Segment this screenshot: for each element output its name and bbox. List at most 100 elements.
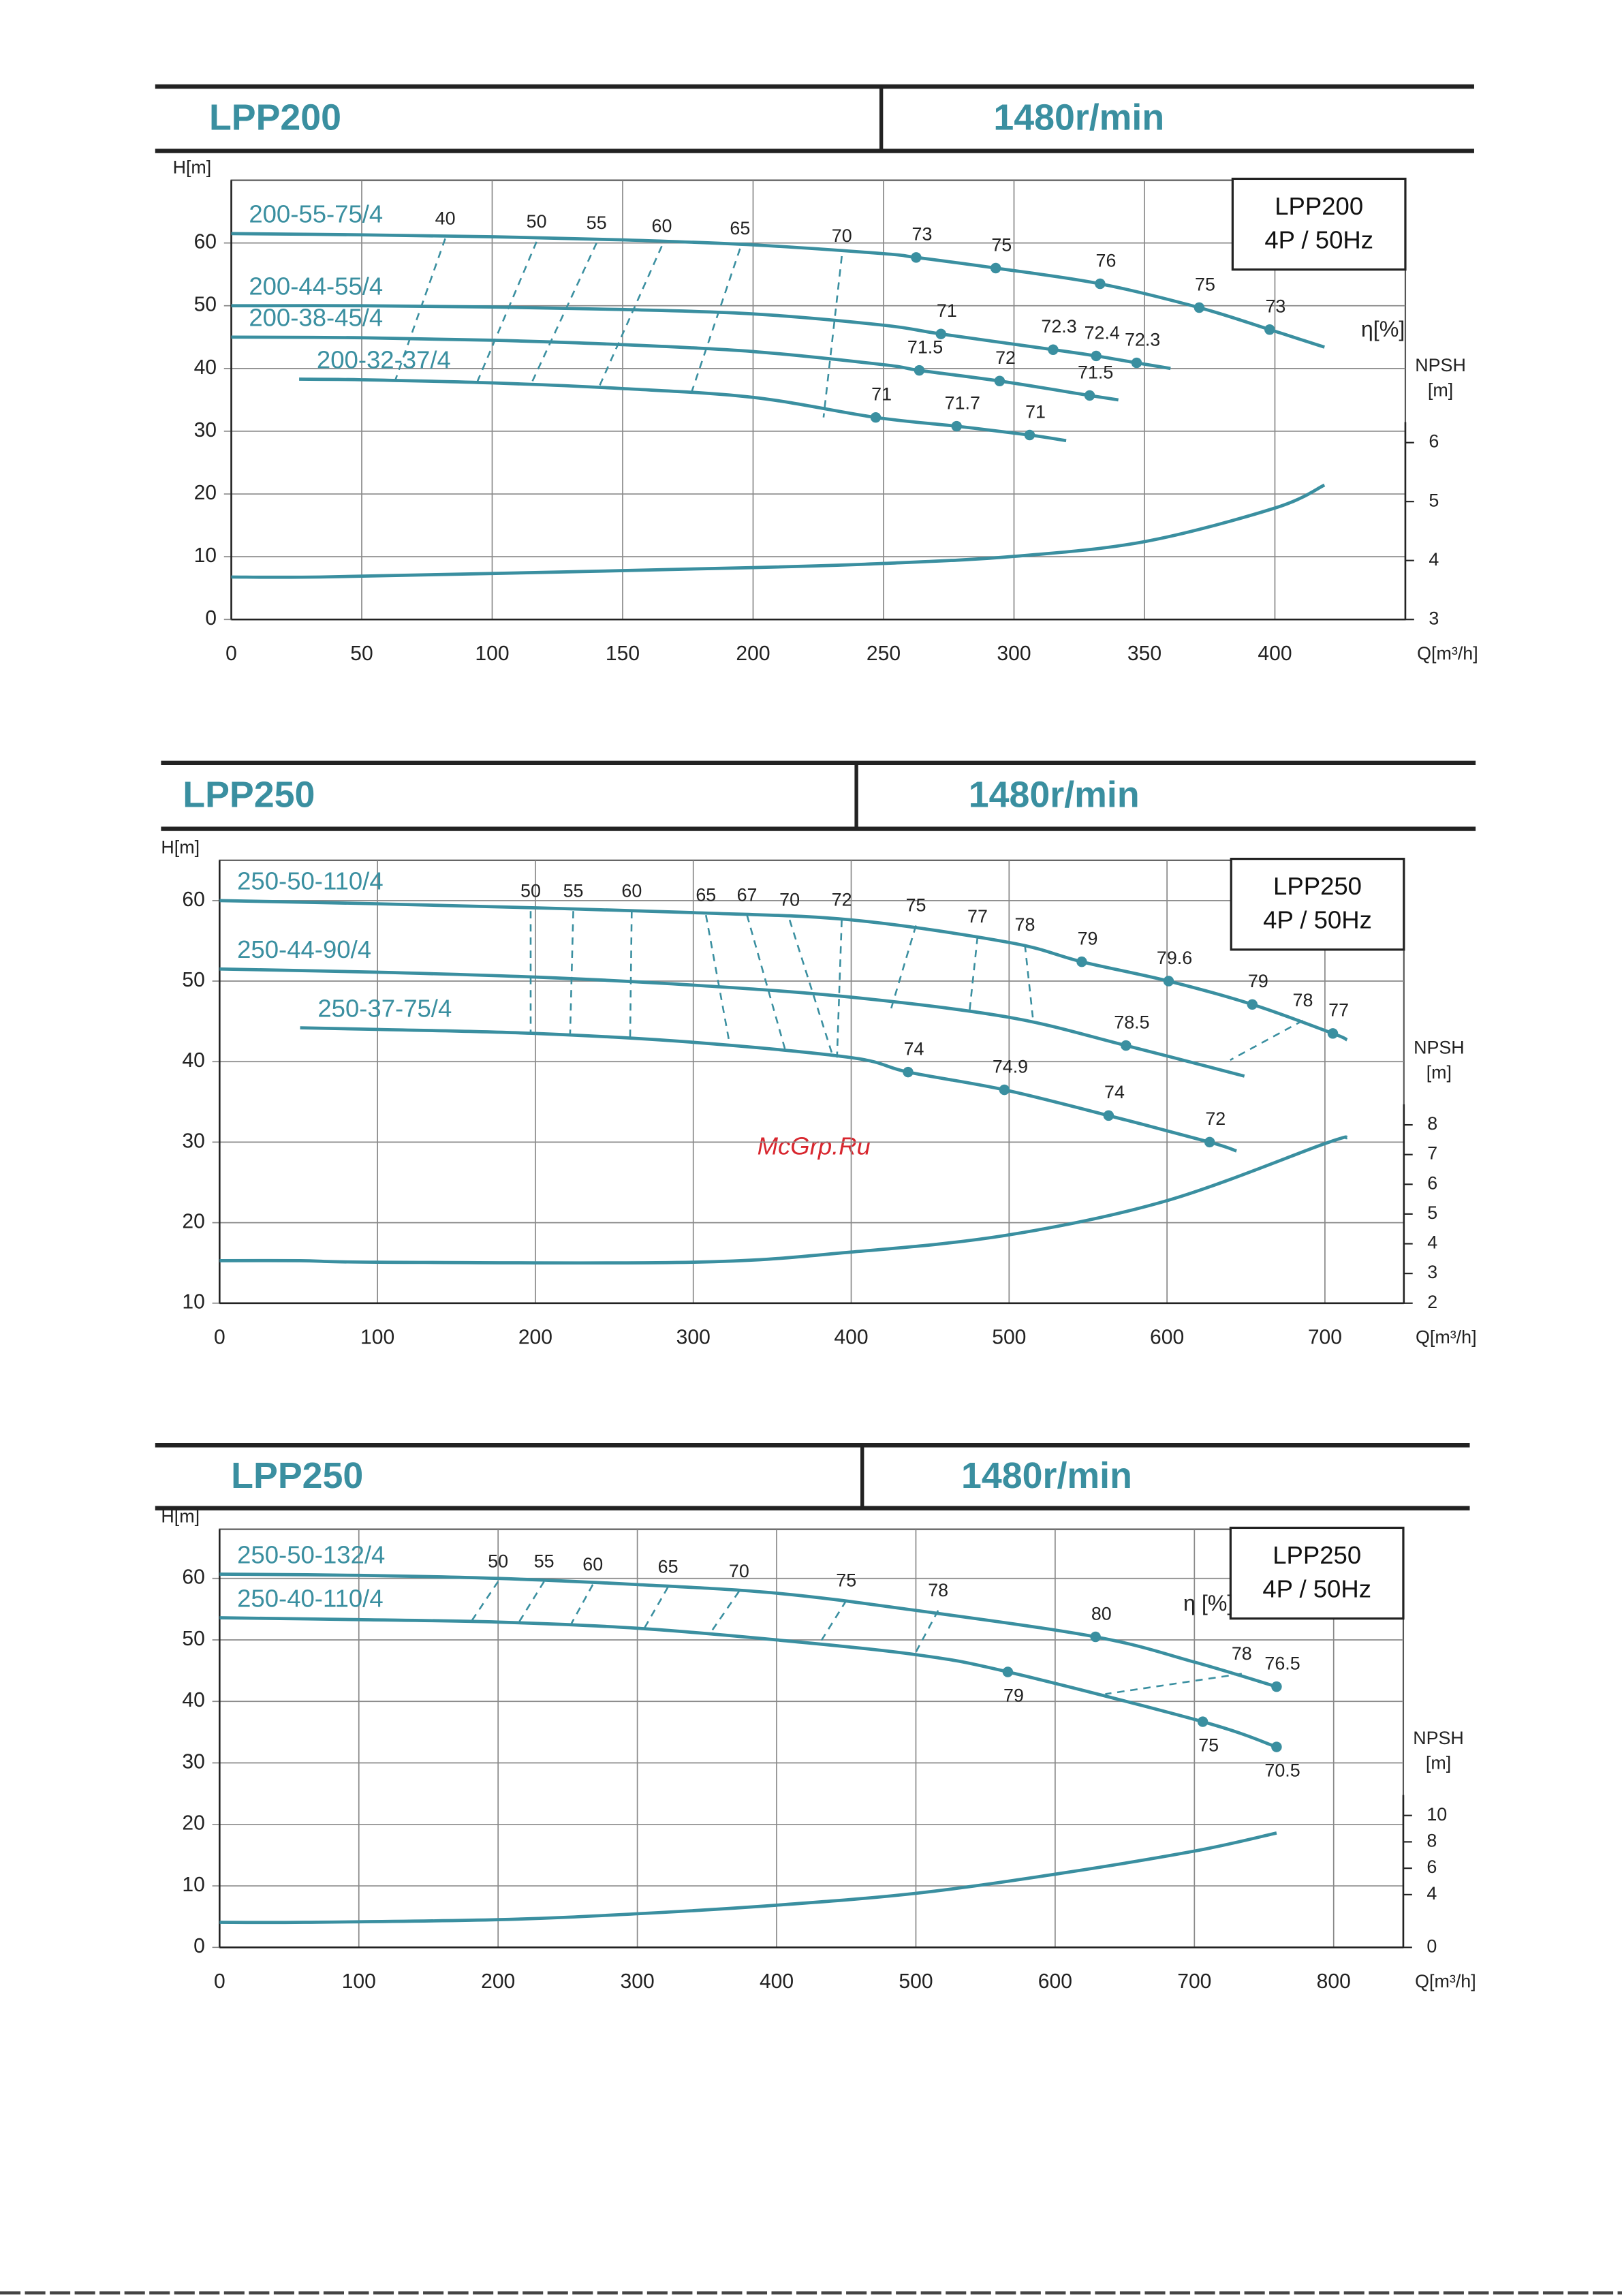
efficiency-label: 79.6 (1157, 948, 1192, 968)
iso-efficiency-label: 40 (435, 208, 456, 228)
info-box-text: 4P / 50Hz (1262, 1574, 1371, 1602)
efficiency-label: 79 (1078, 929, 1098, 949)
x-tick-label: 200 (736, 642, 770, 665)
y2-axis-label: NPSH (1414, 1037, 1465, 1057)
y-axis-label: H[m] (173, 157, 212, 177)
y2-tick-label: 4 (1429, 549, 1439, 570)
iso-efficiency-label: 60 (582, 1554, 603, 1574)
head-curve (219, 899, 1348, 1042)
series-label: 200-38-45/4 (249, 304, 383, 332)
iso-efficiency-label: 55 (587, 213, 607, 233)
efficiency-point (1091, 350, 1102, 362)
y-tick-label: 30 (182, 1750, 204, 1773)
efficiency-point (1194, 302, 1205, 313)
head-curve (300, 1026, 1237, 1153)
iso-efficiency-line (1230, 1019, 1304, 1061)
y-tick-label: 60 (194, 231, 217, 253)
iso-efficiency-line (1105, 1673, 1243, 1695)
info-box-text: 4P / 50Hz (1264, 226, 1373, 253)
iso-efficiency-label: 78 (1232, 1643, 1252, 1664)
x-tick-label: 400 (834, 1326, 868, 1348)
x-tick-label: 50 (350, 642, 373, 665)
y2-tick-label: 3 (1427, 1262, 1437, 1282)
iso-efficiency-label: 50 (488, 1551, 508, 1571)
head-curve (219, 1572, 1277, 1688)
y2-tick-label: 4 (1427, 1232, 1437, 1253)
npsh-curve (231, 483, 1326, 579)
x-tick-label: 500 (899, 1970, 933, 1993)
x-tick-label: 100 (475, 642, 509, 665)
iso-efficiency-label: 78 (1293, 990, 1313, 1010)
x-tick-label: 300 (621, 1970, 655, 1993)
efficiency-label: 72 (1205, 1108, 1226, 1129)
efficiency-label: 73 (912, 224, 933, 245)
y-tick-label: 40 (182, 1049, 204, 1072)
y-tick-label: 10 (182, 1291, 204, 1314)
efficiency-point (870, 412, 882, 423)
y-tick-label: 20 (182, 1812, 204, 1835)
iso-efficiency-line (569, 911, 574, 1034)
iso-efficiency-label: 70 (832, 226, 852, 246)
series-label: 250-50-110/4 (237, 867, 384, 895)
efficiency-label: 71 (937, 300, 957, 321)
x-tick-label: 700 (1308, 1326, 1342, 1348)
efficiency-point (1204, 1136, 1215, 1148)
efficiency-point (1271, 1741, 1282, 1752)
iso-efficiency-label: 75 (836, 1570, 856, 1590)
y-tick-label: 50 (182, 1628, 204, 1650)
x-tick-label: 700 (1177, 1970, 1211, 1993)
iso-efficiency-line (819, 1600, 847, 1644)
y-tick-label: 20 (182, 1211, 204, 1233)
info-box-text: LPP250 (1273, 1541, 1361, 1569)
efficiency-point (1076, 956, 1087, 967)
efficiency-label: 75 (1198, 1735, 1219, 1756)
x-tick-label: 0 (214, 1970, 225, 1993)
efficiency-point (999, 1084, 1010, 1096)
iso-efficiency-label: 55 (563, 880, 584, 901)
head-curve (219, 967, 1245, 1078)
y-tick-label: 50 (194, 294, 217, 316)
iso-efficiency-label: 50 (527, 211, 547, 232)
y-axis-label: H[m] (161, 1506, 200, 1526)
series-label: 200-32-37/4 (317, 345, 451, 373)
x-tick-label: 0 (225, 642, 237, 665)
head-curve (231, 304, 1171, 371)
y2-tick-label: 4 (1426, 1883, 1437, 1904)
series-label: 250-44-90/4 (237, 935, 371, 963)
x-tick-label: 350 (1127, 642, 1161, 665)
y-tick-label: 40 (194, 356, 217, 379)
iso-efficiency-line (518, 1581, 545, 1623)
efficiency-label: 70.5 (1264, 1760, 1300, 1781)
y-tick-label: 10 (182, 1874, 204, 1896)
efficiency-point (903, 1066, 914, 1078)
header-speed: 1480r/min (961, 1455, 1132, 1496)
y2-tick-label: 2 (1427, 1292, 1437, 1312)
x-tick-label: 300 (676, 1326, 711, 1348)
efficiency-label: 74.9 (993, 1056, 1028, 1076)
series-label: 250-37-75/4 (317, 994, 452, 1022)
iso-efficiency-label: 55 (534, 1551, 555, 1571)
x-tick-label: 400 (1258, 642, 1292, 665)
efficiency-label: 72.4 (1085, 322, 1120, 343)
x-tick-label: 500 (992, 1326, 1026, 1348)
y2-tick-label: 0 (1426, 1936, 1437, 1956)
iso-efficiency-line (708, 1591, 740, 1634)
efficiency-point (994, 375, 1005, 387)
info-box-text: 4P / 50Hz (1263, 906, 1372, 934)
x-tick-label: 600 (1150, 1326, 1184, 1348)
info-box (1229, 1526, 1405, 1620)
iso-efficiency-line (705, 914, 731, 1044)
efficiency-label: 71.7 (945, 392, 980, 413)
efficiency-label: 72 (995, 347, 1016, 368)
efficiency-point (911, 252, 922, 263)
series-label: 250-50-132/4 (237, 1540, 385, 1568)
efficiency-point (1084, 390, 1095, 401)
iso-efficiency-label: 70 (779, 889, 800, 910)
efficiency-point (935, 328, 946, 339)
efficiency-unit-label: η[%] (1361, 317, 1405, 341)
iso-efficiency-line (394, 238, 446, 379)
efficiency-label: 71 (871, 384, 892, 405)
efficiency-label: 76 (1096, 250, 1117, 270)
iso-efficiency-label: 60 (621, 880, 642, 901)
